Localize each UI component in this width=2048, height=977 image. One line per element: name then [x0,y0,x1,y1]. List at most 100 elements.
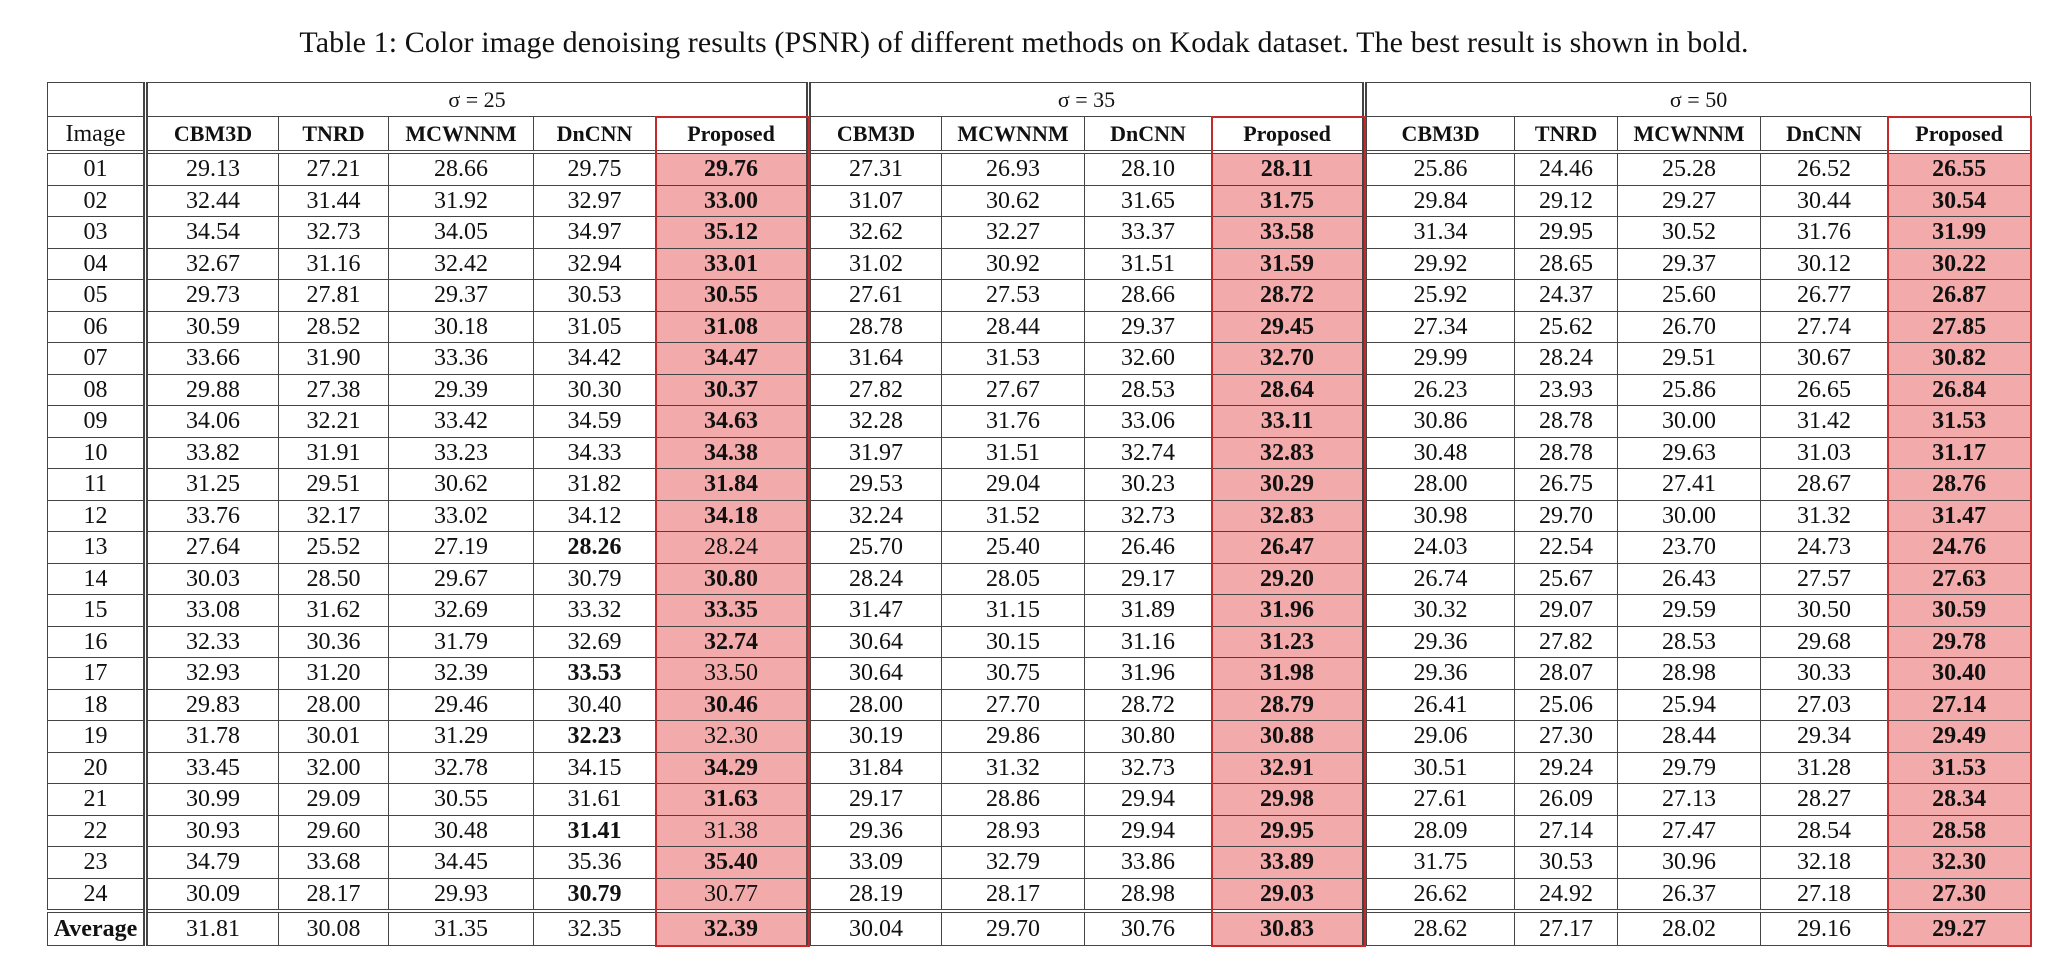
psnr-cell: 31.81 [143,909,279,946]
column-header-dncnn-35: DnCNN [1084,116,1213,153]
psnr-cell: 26.65 [1760,373,1889,406]
psnr-cell: 31.61 [533,783,656,816]
psnr-cell: 32.39 [654,909,810,946]
psnr-cell: 26.46 [1084,531,1213,564]
psnr-cell: 30.86 [1362,405,1516,438]
psnr-cell: 30.48 [388,814,534,847]
psnr-cell: 29.67 [388,562,534,595]
psnr-cell: 31.29 [388,720,534,753]
row-label: 14 [47,562,146,595]
psnr-cell: 31.25 [143,468,279,501]
psnr-cell: 29.27 [1887,909,2032,946]
psnr-cell: 26.70 [1617,310,1762,343]
table-row-03: 03 34.54 32.73 34.05 34.97 35.12 32.62 32.27 33.… [47,216,2032,249]
psnr-cell: 30.32 [1362,594,1516,627]
psnr-cell: 31.53 [1887,405,2032,438]
psnr-cell: 33.68 [278,846,389,879]
psnr-cell: 29.09 [278,783,389,816]
psnr-cell: 33.02 [388,499,534,532]
psnr-cell: 29.88 [143,373,279,406]
psnr-cell: 32.18 [1760,846,1889,879]
table-row-19: 19 31.78 30.01 31.29 32.23 32.30 30.19 29.86 30.… [47,720,2032,753]
psnr-cell: 26.43 [1617,562,1762,595]
psnr-cell: 30.64 [806,657,943,690]
psnr-cell: 25.94 [1617,688,1762,721]
psnr-cell: 31.84 [654,468,810,501]
psnr-cell: 32.00 [278,751,389,784]
psnr-cell: 31.96 [1084,657,1213,690]
psnr-cell: 29.73 [143,279,279,312]
psnr-cell: 24.76 [1887,531,2032,564]
psnr-cell: 27.41 [1617,468,1762,501]
psnr-cell: 31.28 [1760,751,1889,784]
psnr-cell: 28.44 [941,310,1086,343]
table-row-20: 20 33.45 32.00 32.78 34.15 34.29 31.84 31.32 32.… [47,751,2032,784]
psnr-cell: 26.55 [1887,150,2032,186]
psnr-cell: 31.02 [806,247,943,280]
psnr-cell: 33.36 [388,342,534,375]
psnr-cell: 27.34 [1362,310,1516,343]
psnr-cell: 32.17 [278,499,389,532]
psnr-cell: 26.37 [1617,877,1762,912]
row-label: 10 [47,436,146,469]
psnr-cell: 33.53 [533,657,656,690]
psnr-cell: 30.19 [806,720,943,753]
psnr-cell: 30.46 [654,688,810,721]
psnr-cell: 28.76 [1887,468,2032,501]
psnr-cell: 32.70 [1211,342,1366,375]
psnr-cell: 30.82 [1887,342,2032,375]
psnr-cell: 31.96 [1211,594,1366,627]
psnr-cell: 32.74 [654,625,810,658]
psnr-cell: 27.14 [1887,688,2032,721]
psnr-cell: 31.08 [654,310,810,343]
psnr-cell: 32.73 [1084,499,1213,532]
psnr-cell: 32.74 [1084,436,1213,469]
psnr-cell: 30.55 [654,279,810,312]
psnr-cell: 31.64 [806,342,943,375]
psnr-cell: 29.94 [1084,814,1213,847]
psnr-cell: 32.30 [1887,846,2032,879]
psnr-cell: 29.98 [1211,783,1366,816]
psnr-cell: 28.00 [806,688,943,721]
psnr-cell: 33.35 [654,594,810,627]
psnr-cell: 33.66 [143,342,279,375]
table-row-12: 12 33.76 32.17 33.02 34.12 34.18 32.24 31.52 32.… [47,499,2032,532]
psnr-cell: 32.44 [143,184,279,217]
psnr-cell: 28.24 [806,562,943,595]
psnr-cell: 31.79 [388,625,534,658]
psnr-cell: 26.62 [1362,877,1516,912]
psnr-cell: 28.05 [941,562,1086,595]
psnr-cell: 34.59 [533,405,656,438]
table-row-13: 13 27.64 25.52 27.19 28.26 28.24 25.70 25.40 26.… [47,531,2032,564]
row-label: 19 [47,720,146,753]
psnr-cell: 28.52 [278,310,389,343]
psnr-cell: 29.12 [1514,184,1619,217]
psnr-cell: 34.45 [388,846,534,879]
column-header-tnrd-50: TNRD [1514,116,1619,153]
psnr-cell: 31.05 [533,310,656,343]
column-header-cbm3d-50: CBM3D [1362,116,1516,153]
psnr-cell: 31.76 [941,405,1086,438]
psnr-cell: 31.47 [806,594,943,627]
psnr-cell: 30.88 [1211,720,1366,753]
psnr-cell: 26.41 [1362,688,1516,721]
psnr-cell: 29.99 [1362,342,1516,375]
psnr-cell: 31.41 [533,814,656,847]
psnr-cell: 26.52 [1760,150,1889,186]
psnr-cell: 34.63 [654,405,810,438]
psnr-cell: 28.53 [1084,373,1213,406]
psnr-cell: 31.34 [1362,216,1516,249]
psnr-cell: 28.53 [1617,625,1762,658]
psnr-cell: 29.37 [1084,310,1213,343]
psnr-cell: 29.06 [1362,720,1516,753]
psnr-cell: 30.79 [533,562,656,595]
psnr-cell: 32.62 [806,216,943,249]
psnr-cell: 31.75 [1211,184,1366,217]
psnr-cell: 29.51 [278,468,389,501]
psnr-cell: 31.84 [806,751,943,784]
psnr-cell: 31.65 [1084,184,1213,217]
table-row-06: 06 30.59 28.52 30.18 31.05 31.08 28.78 28.44 29.… [47,310,2032,343]
psnr-cell: 29.63 [1617,436,1762,469]
psnr-cell: 28.67 [1760,468,1889,501]
psnr-cell: 32.83 [1211,499,1366,532]
